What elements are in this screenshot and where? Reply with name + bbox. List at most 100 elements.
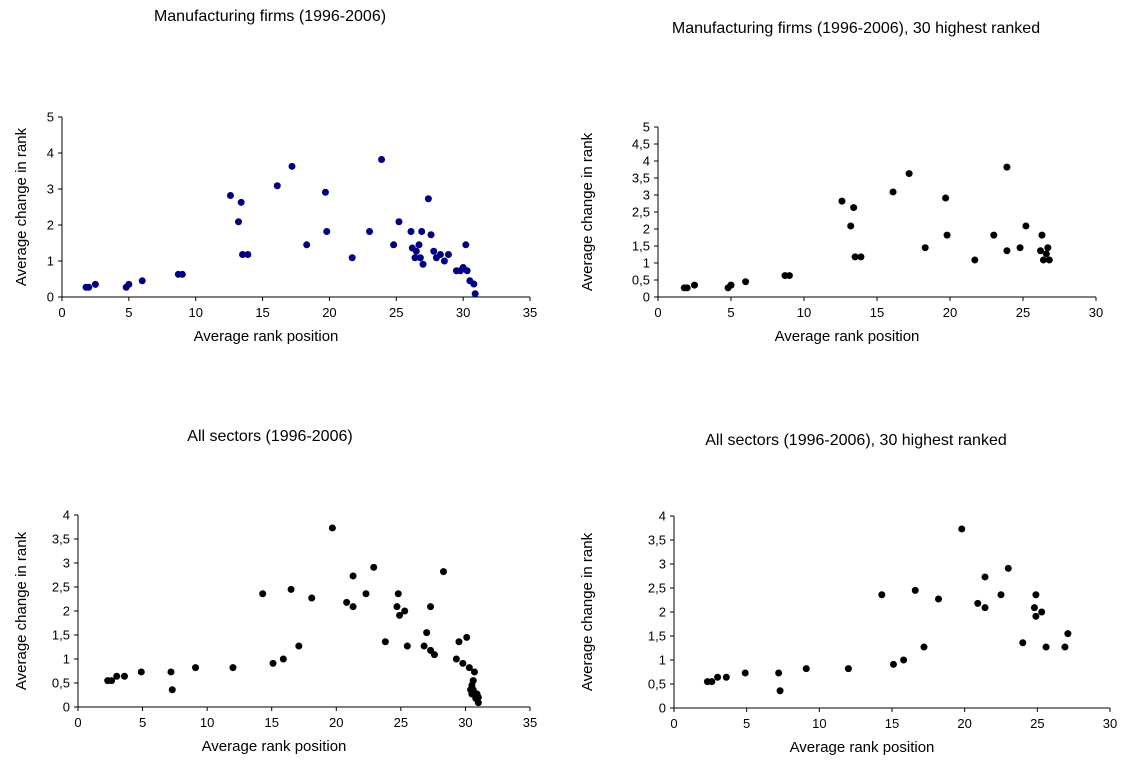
x-tick-label: 0 bbox=[74, 715, 81, 730]
data-point bbox=[997, 591, 1005, 599]
y-tick-label: 1 bbox=[47, 254, 54, 269]
x-tick-label: 0 bbox=[670, 716, 677, 731]
data-point bbox=[463, 633, 471, 641]
data-point bbox=[430, 247, 438, 255]
data-point bbox=[366, 227, 374, 235]
data-point bbox=[1003, 163, 1011, 171]
data-point bbox=[178, 270, 186, 278]
data-point bbox=[802, 665, 810, 673]
x-tick-label: 5 bbox=[743, 716, 750, 731]
data-point bbox=[439, 568, 447, 576]
data-point bbox=[470, 668, 478, 676]
y-tick-label: 3,5 bbox=[52, 532, 70, 547]
y-tick-label: 3 bbox=[643, 188, 650, 203]
data-point bbox=[108, 677, 116, 685]
data-point bbox=[273, 182, 281, 190]
data-point bbox=[412, 247, 420, 255]
data-point bbox=[900, 656, 908, 664]
data-point bbox=[465, 664, 473, 672]
data-point bbox=[943, 231, 951, 239]
chart-plot: 0 5 10 15 20 25 30 35 0 0,5 1 1,5 2 2,5 3 3,5 4 Average r… bbox=[13, 508, 537, 756]
data-point bbox=[269, 659, 277, 667]
data-point bbox=[850, 204, 858, 212]
data-point bbox=[396, 611, 404, 619]
x-axis-label: Average rank position bbox=[775, 328, 920, 345]
data-point bbox=[323, 227, 331, 235]
data-point bbox=[1042, 643, 1050, 651]
data-point bbox=[727, 281, 735, 289]
x-tick-label: 15 bbox=[870, 305, 884, 320]
y-tick-label: 1 bbox=[643, 256, 650, 271]
data-point bbox=[235, 218, 243, 226]
x-axis-label: Average rank position bbox=[202, 738, 347, 755]
x-tick-label: 15 bbox=[885, 716, 899, 731]
data-point bbox=[1064, 630, 1072, 638]
x-tick-label: 5 bbox=[139, 715, 146, 730]
data-point bbox=[420, 642, 428, 650]
chart-manufacturing: Manufacturing firms (1996-2006) 0 5 10 15 20… bbox=[0, 0, 566, 388]
data-point bbox=[1039, 256, 1047, 264]
x-tick-label: 0 bbox=[58, 305, 65, 320]
data-point bbox=[167, 668, 175, 676]
chart-title: All sectors (1996-2006), 30 highest rank… bbox=[705, 432, 1007, 449]
y-tick-label: 4 bbox=[63, 508, 70, 523]
y-tick-label: 1,5 bbox=[632, 239, 650, 254]
data-point bbox=[981, 573, 989, 581]
chart-title: Manufacturing firms (1996-2006) bbox=[153, 8, 387, 25]
data-point bbox=[423, 629, 431, 637]
data-point bbox=[971, 256, 979, 264]
data-point bbox=[395, 218, 403, 226]
x-tick-label: 10 bbox=[797, 305, 811, 320]
data-point bbox=[427, 603, 435, 611]
y-tick-label: 1,5 bbox=[52, 628, 70, 643]
data-point bbox=[463, 267, 471, 275]
data-point bbox=[920, 643, 928, 651]
chart-plot: 0 5 10 15 20 25 30 0 0,5 1 1,5 2 2,5 3 3,5 4 Average ran… bbox=[579, 509, 1117, 757]
data-point bbox=[714, 673, 722, 681]
data-point bbox=[279, 655, 287, 663]
data-point bbox=[776, 687, 784, 695]
data-point bbox=[742, 278, 750, 286]
x-tick-label: 25 bbox=[1016, 305, 1030, 320]
data-point bbox=[851, 253, 859, 261]
data-point bbox=[390, 241, 398, 249]
chart-manufacturing-top30: Manufacturing firms (1996-2006), 30 high… bbox=[566, 0, 1133, 388]
data-point bbox=[237, 198, 245, 206]
chart-plot: 0 5 10 15 20 25 30 35 0 1 2 3 4 5 Average rank positio… bbox=[13, 110, 537, 346]
data-point bbox=[1045, 256, 1053, 264]
data-point bbox=[381, 638, 389, 646]
data-point bbox=[474, 693, 482, 701]
data-point bbox=[444, 251, 452, 259]
data-point bbox=[1038, 231, 1046, 239]
data-point bbox=[321, 188, 329, 196]
y-tick-label: 3 bbox=[47, 182, 54, 197]
data-point bbox=[878, 591, 886, 599]
data-point bbox=[990, 231, 998, 239]
y-tick-label: 3,5 bbox=[648, 533, 666, 548]
data-point bbox=[308, 594, 316, 602]
data-point bbox=[349, 603, 357, 611]
data-point bbox=[471, 290, 479, 298]
data-point bbox=[137, 668, 145, 676]
x-tick-label: 20 bbox=[957, 716, 971, 731]
data-point bbox=[847, 222, 855, 230]
data-point bbox=[378, 155, 386, 163]
data-point bbox=[411, 254, 419, 262]
data-point bbox=[362, 590, 370, 598]
data-point bbox=[1003, 247, 1011, 255]
data-point bbox=[1032, 612, 1040, 620]
y-tick-label: 0 bbox=[643, 290, 650, 305]
data-point bbox=[168, 686, 176, 694]
data-point bbox=[418, 227, 426, 235]
data-point bbox=[259, 590, 267, 598]
data-point bbox=[424, 195, 432, 203]
data-point bbox=[470, 280, 478, 288]
x-tick-label: 10 bbox=[812, 716, 826, 731]
y-tick-label: 2 bbox=[47, 218, 54, 233]
data-point bbox=[911, 586, 919, 594]
y-tick-label: 0 bbox=[63, 700, 70, 715]
y-tick-label: 0,5 bbox=[52, 676, 70, 691]
x-axis-label: Average rank position bbox=[194, 328, 339, 345]
y-tick-label: 2,5 bbox=[632, 205, 650, 220]
y-axis-label: Average change in rank bbox=[13, 127, 30, 286]
